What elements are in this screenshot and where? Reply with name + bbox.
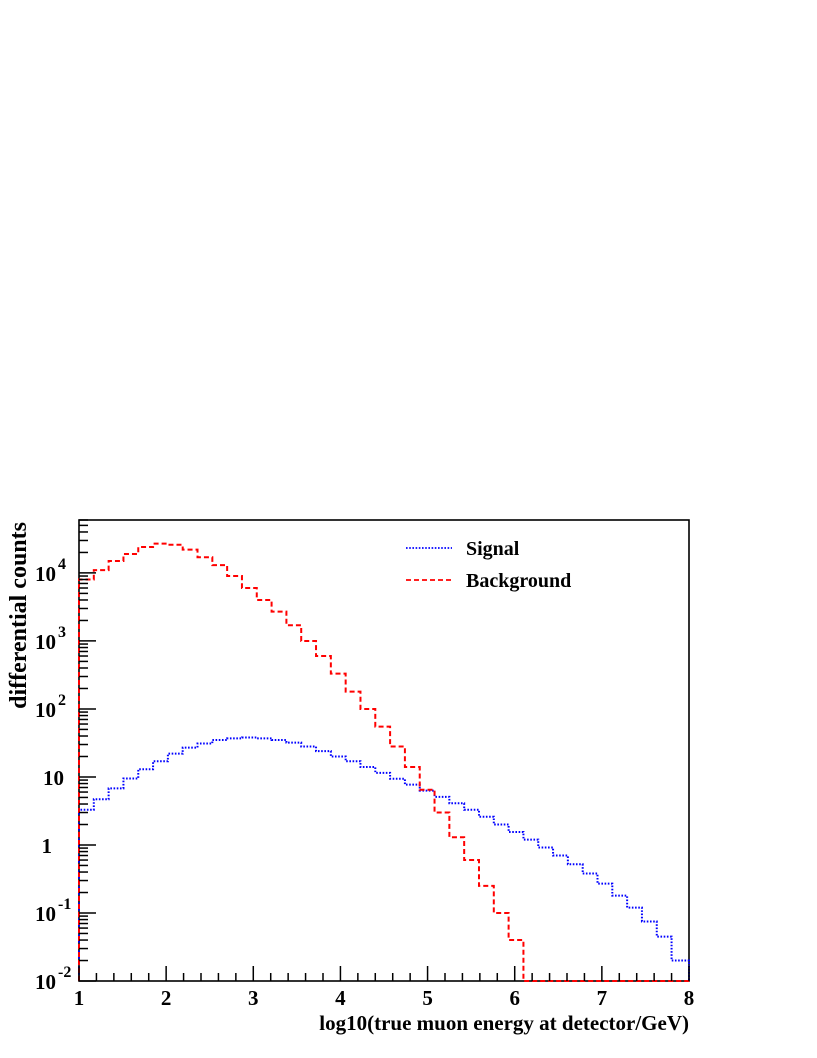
series-layer: [78, 542, 690, 982]
y-tick-label: 10: [43, 766, 64, 790]
y-tick-label: 10 4: [35, 556, 66, 586]
y-tick-label: 10 -1: [35, 896, 71, 926]
y-tick-label: 10 -2: [35, 964, 71, 994]
y-axis-title: differential counts: [6, 522, 32, 709]
x-tick-label: 1: [74, 986, 85, 1010]
x-tick-label: 7: [597, 986, 608, 1010]
y-tick-base: 10: [35, 562, 56, 586]
x-tick-label: 5: [422, 986, 433, 1010]
legend-label-background: Background: [466, 570, 571, 592]
series-line-signal: [78, 736, 690, 981]
y-tick-label: 10 2: [35, 692, 66, 722]
x-tick-label: 2: [161, 986, 172, 1010]
y-tick-base: 10: [35, 902, 56, 926]
x-tick-label: 3: [248, 986, 259, 1010]
y-tick-base: 10: [35, 970, 56, 994]
y-tick-base: 10: [35, 698, 56, 722]
y-tick-exponent: 4: [58, 556, 66, 573]
y-tick-exponent: -2: [58, 964, 71, 981]
y-tick-label: 10 3: [35, 624, 66, 654]
x-tick-label: 4: [335, 986, 346, 1010]
y-tick-base: 10: [43, 766, 64, 790]
x-axis-title: log10(true muon energy at detector/GeV): [319, 1011, 689, 1035]
y-tick-base: 10: [35, 630, 56, 654]
series-line-background: [78, 542, 689, 982]
x-tick-label: 6: [509, 986, 520, 1010]
plot-frame: [78, 519, 690, 982]
tick-layer: [78, 519, 690, 982]
y-tick-base: 1: [42, 834, 53, 858]
y-tick-label: 1: [42, 834, 53, 858]
legend-label-signal: Signal: [466, 538, 520, 560]
y-tick-exponent: -1: [58, 896, 71, 913]
legend: Signal Background: [406, 538, 571, 592]
y-tick-exponent: 2: [58, 692, 66, 709]
y-tick-exponent: 3: [58, 624, 66, 641]
x-tick-label: 8: [684, 986, 695, 1010]
